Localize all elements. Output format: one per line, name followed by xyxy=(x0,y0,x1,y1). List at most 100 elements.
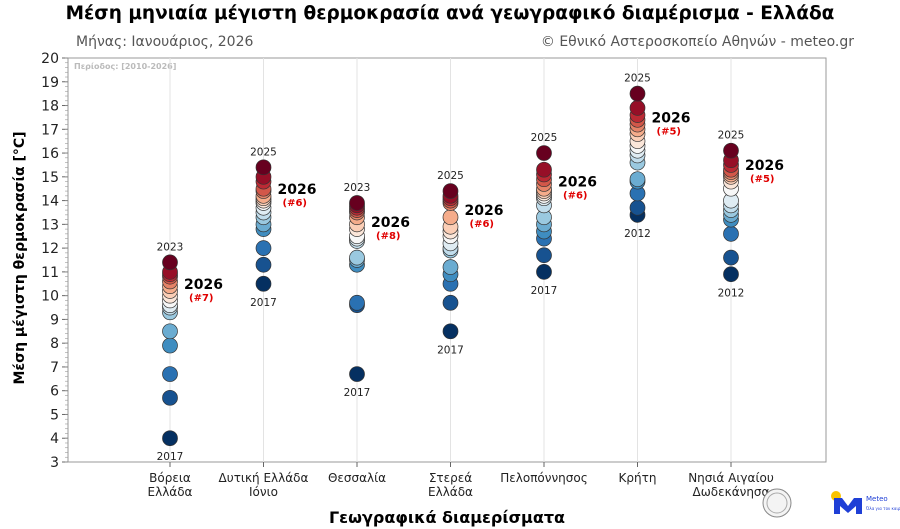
data-point xyxy=(629,85,646,102)
max-year-label: 2023 xyxy=(344,182,371,194)
data-point xyxy=(629,100,646,116)
x-tick-label: Βόρεια xyxy=(149,471,191,485)
data-point xyxy=(536,145,552,161)
data-point xyxy=(536,247,552,264)
min-year-label: 2017 xyxy=(344,387,371,399)
copyright-subtitle: © Εθνικό Αστεροσκοπείο Αθηνών - meteo.gr xyxy=(540,34,854,50)
rank-label: (#6) xyxy=(563,191,587,202)
x-tick-label: Στερεά xyxy=(429,471,472,485)
data-point xyxy=(255,240,272,256)
x-tick-label: Δυτική Ελλάδα xyxy=(219,471,309,485)
data-point xyxy=(349,195,365,211)
min-year-label: 2017 xyxy=(250,297,277,309)
y-tick-label: 18 xyxy=(41,99,59,115)
data-point xyxy=(536,264,552,280)
data-point xyxy=(349,294,365,311)
y-tick-label: 10 xyxy=(41,289,59,305)
y-tick-label: 15 xyxy=(41,170,59,186)
y-tick-label: 17 xyxy=(41,122,59,138)
highlight-year-label: 2026 xyxy=(745,158,784,174)
y-tick-label: 8 xyxy=(50,336,59,352)
data-point xyxy=(349,366,365,382)
x-tick-label: Δωδεκάνησα xyxy=(693,485,770,499)
y-tick-label: 13 xyxy=(41,217,59,233)
observatory-seal-inner xyxy=(766,492,788,514)
meteo-logo-text: Meteo xyxy=(866,495,888,503)
highlight-year-label: 2026 xyxy=(652,111,691,127)
data-point xyxy=(255,256,272,273)
min-year-label: 2017 xyxy=(437,344,464,356)
x-tick-label: Κρήτη xyxy=(619,471,657,485)
x-tick-label: Πελοπόννησος xyxy=(500,471,588,485)
data-point xyxy=(629,199,646,216)
y-tick-label: 14 xyxy=(41,194,59,210)
x-tick-label: Ελλάδα xyxy=(428,485,473,499)
max-year-label: 2025 xyxy=(437,170,464,182)
data-point xyxy=(442,259,459,275)
data-point xyxy=(723,266,739,283)
chart-title: Μέση μηνιαία μέγιστη θερμοκρασία ανά γεω… xyxy=(65,3,835,24)
x-tick-label: Ιόνιο xyxy=(249,485,278,499)
y-tick-label: 6 xyxy=(50,384,59,400)
data-point xyxy=(442,323,459,340)
data-point xyxy=(162,430,178,447)
data-point xyxy=(723,226,739,242)
data-point xyxy=(162,323,178,340)
min-year-label: 2012 xyxy=(624,228,651,240)
data-point xyxy=(162,366,178,382)
x-tick-label: Θεσσαλία xyxy=(328,471,386,485)
min-year-label: 2012 xyxy=(718,287,745,299)
min-year-label: 2017 xyxy=(531,285,558,297)
min-year-label: 2017 xyxy=(157,451,184,463)
data-point xyxy=(723,249,739,266)
x-tick-label: Νησιά Αιγαίου xyxy=(688,471,774,485)
rank-label: (#7) xyxy=(189,293,213,304)
y-tick-label: 9 xyxy=(50,312,59,328)
data-point xyxy=(536,161,552,178)
rank-label: (#6) xyxy=(470,219,494,230)
data-point xyxy=(162,254,178,271)
data-point xyxy=(162,389,178,406)
y-tick-label: 3 xyxy=(50,455,59,471)
data-point xyxy=(442,209,459,226)
y-tick-label: 7 xyxy=(50,360,59,376)
data-point xyxy=(162,337,178,354)
rank-label: (#5) xyxy=(750,174,774,185)
y-tick-label: 16 xyxy=(41,146,59,162)
y-tick-label: 20 xyxy=(41,51,59,67)
highlight-year-label: 2026 xyxy=(558,175,597,191)
data-point xyxy=(442,294,459,311)
highlight-year-label: 2026 xyxy=(184,277,223,293)
highlight-year-label: 2026 xyxy=(278,182,317,198)
max-year-label: 2023 xyxy=(157,241,184,253)
y-tick-label: 12 xyxy=(41,241,59,257)
data-point xyxy=(255,159,272,176)
rank-label: (#6) xyxy=(283,198,307,209)
max-year-label: 2025 xyxy=(624,73,651,85)
max-year-label: 2025 xyxy=(718,130,745,142)
highlight-year-label: 2026 xyxy=(371,215,410,231)
x-axis-label: Γεωγραφικά διαμερίσματα xyxy=(328,508,566,527)
data-point xyxy=(629,171,646,188)
data-point xyxy=(723,142,739,159)
rank-label: (#5) xyxy=(657,127,681,138)
y-tick-label: 5 xyxy=(50,407,59,423)
data-point xyxy=(442,183,459,199)
data-point xyxy=(349,249,365,266)
y-tick-label: 19 xyxy=(41,75,59,91)
y-tick-label: 4 xyxy=(50,431,59,447)
max-year-label: 2025 xyxy=(250,146,277,158)
period-note: Περίοδος: [2010-2026] xyxy=(74,61,176,71)
x-tick-label: Ελλάδα xyxy=(148,485,193,499)
highlight-year-label: 2026 xyxy=(465,203,504,219)
data-point xyxy=(255,275,272,292)
y-tick-label: 11 xyxy=(41,265,59,281)
meteo-logo-mark xyxy=(834,498,862,514)
meteo-logo-tagline: Όλα για τον καιρό xyxy=(865,506,900,511)
plot-frame xyxy=(67,57,827,463)
month-subtitle: Μήνας: Ιανουάριος, 2026 xyxy=(76,34,254,50)
max-year-label: 2025 xyxy=(531,132,558,144)
rank-label: (#8) xyxy=(376,231,400,242)
